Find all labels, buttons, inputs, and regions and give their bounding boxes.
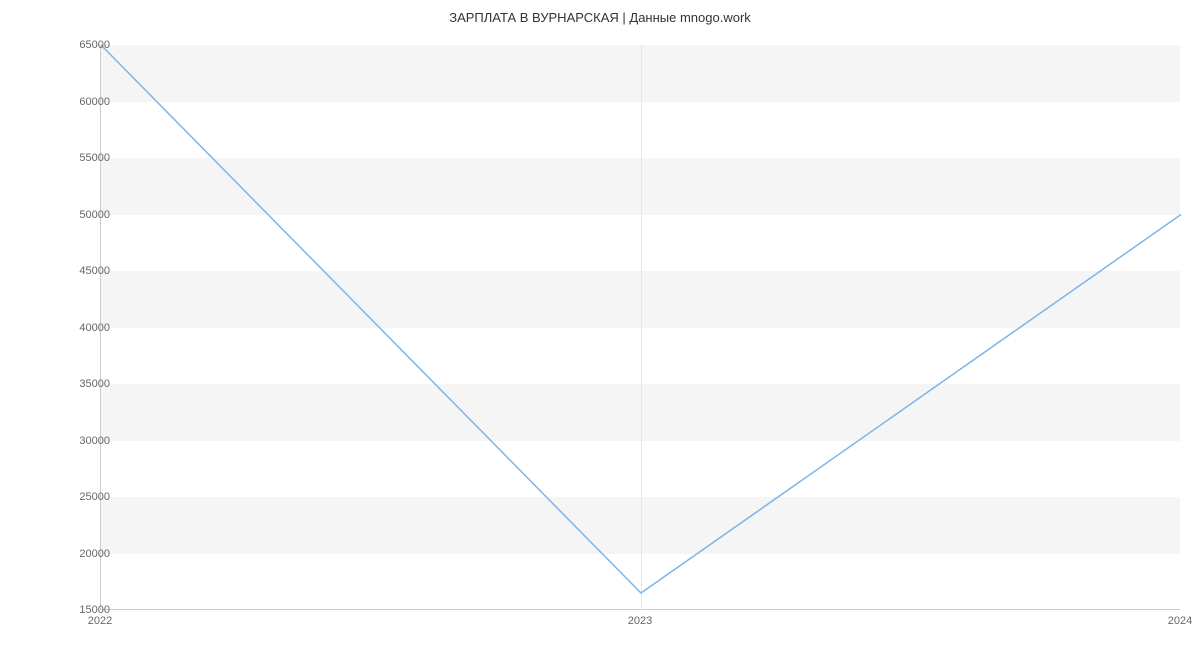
y-tick-label: 35000	[60, 378, 110, 390]
y-tick-label: 65000	[60, 39, 110, 51]
plot-area	[100, 45, 1180, 610]
x-tick-label: 2022	[88, 615, 112, 627]
y-tick-label: 60000	[60, 96, 110, 108]
x-tick-label: 2024	[1168, 615, 1192, 627]
y-tick-label: 40000	[60, 322, 110, 334]
chart-title: ЗАРПЛАТА В ВУРНАРСКАЯ | Данные mnogo.wor…	[0, 0, 1200, 25]
y-tick-label: 25000	[60, 491, 110, 503]
y-tick-label: 50000	[60, 209, 110, 221]
y-tick-label: 20000	[60, 548, 110, 560]
line-layer	[101, 45, 1181, 610]
series-line	[101, 45, 1181, 593]
chart-container	[100, 45, 1180, 610]
x-tick-label: 2023	[628, 615, 652, 627]
y-tick-label: 30000	[60, 435, 110, 447]
y-tick-label: 45000	[60, 265, 110, 277]
y-tick-label: 55000	[60, 152, 110, 164]
